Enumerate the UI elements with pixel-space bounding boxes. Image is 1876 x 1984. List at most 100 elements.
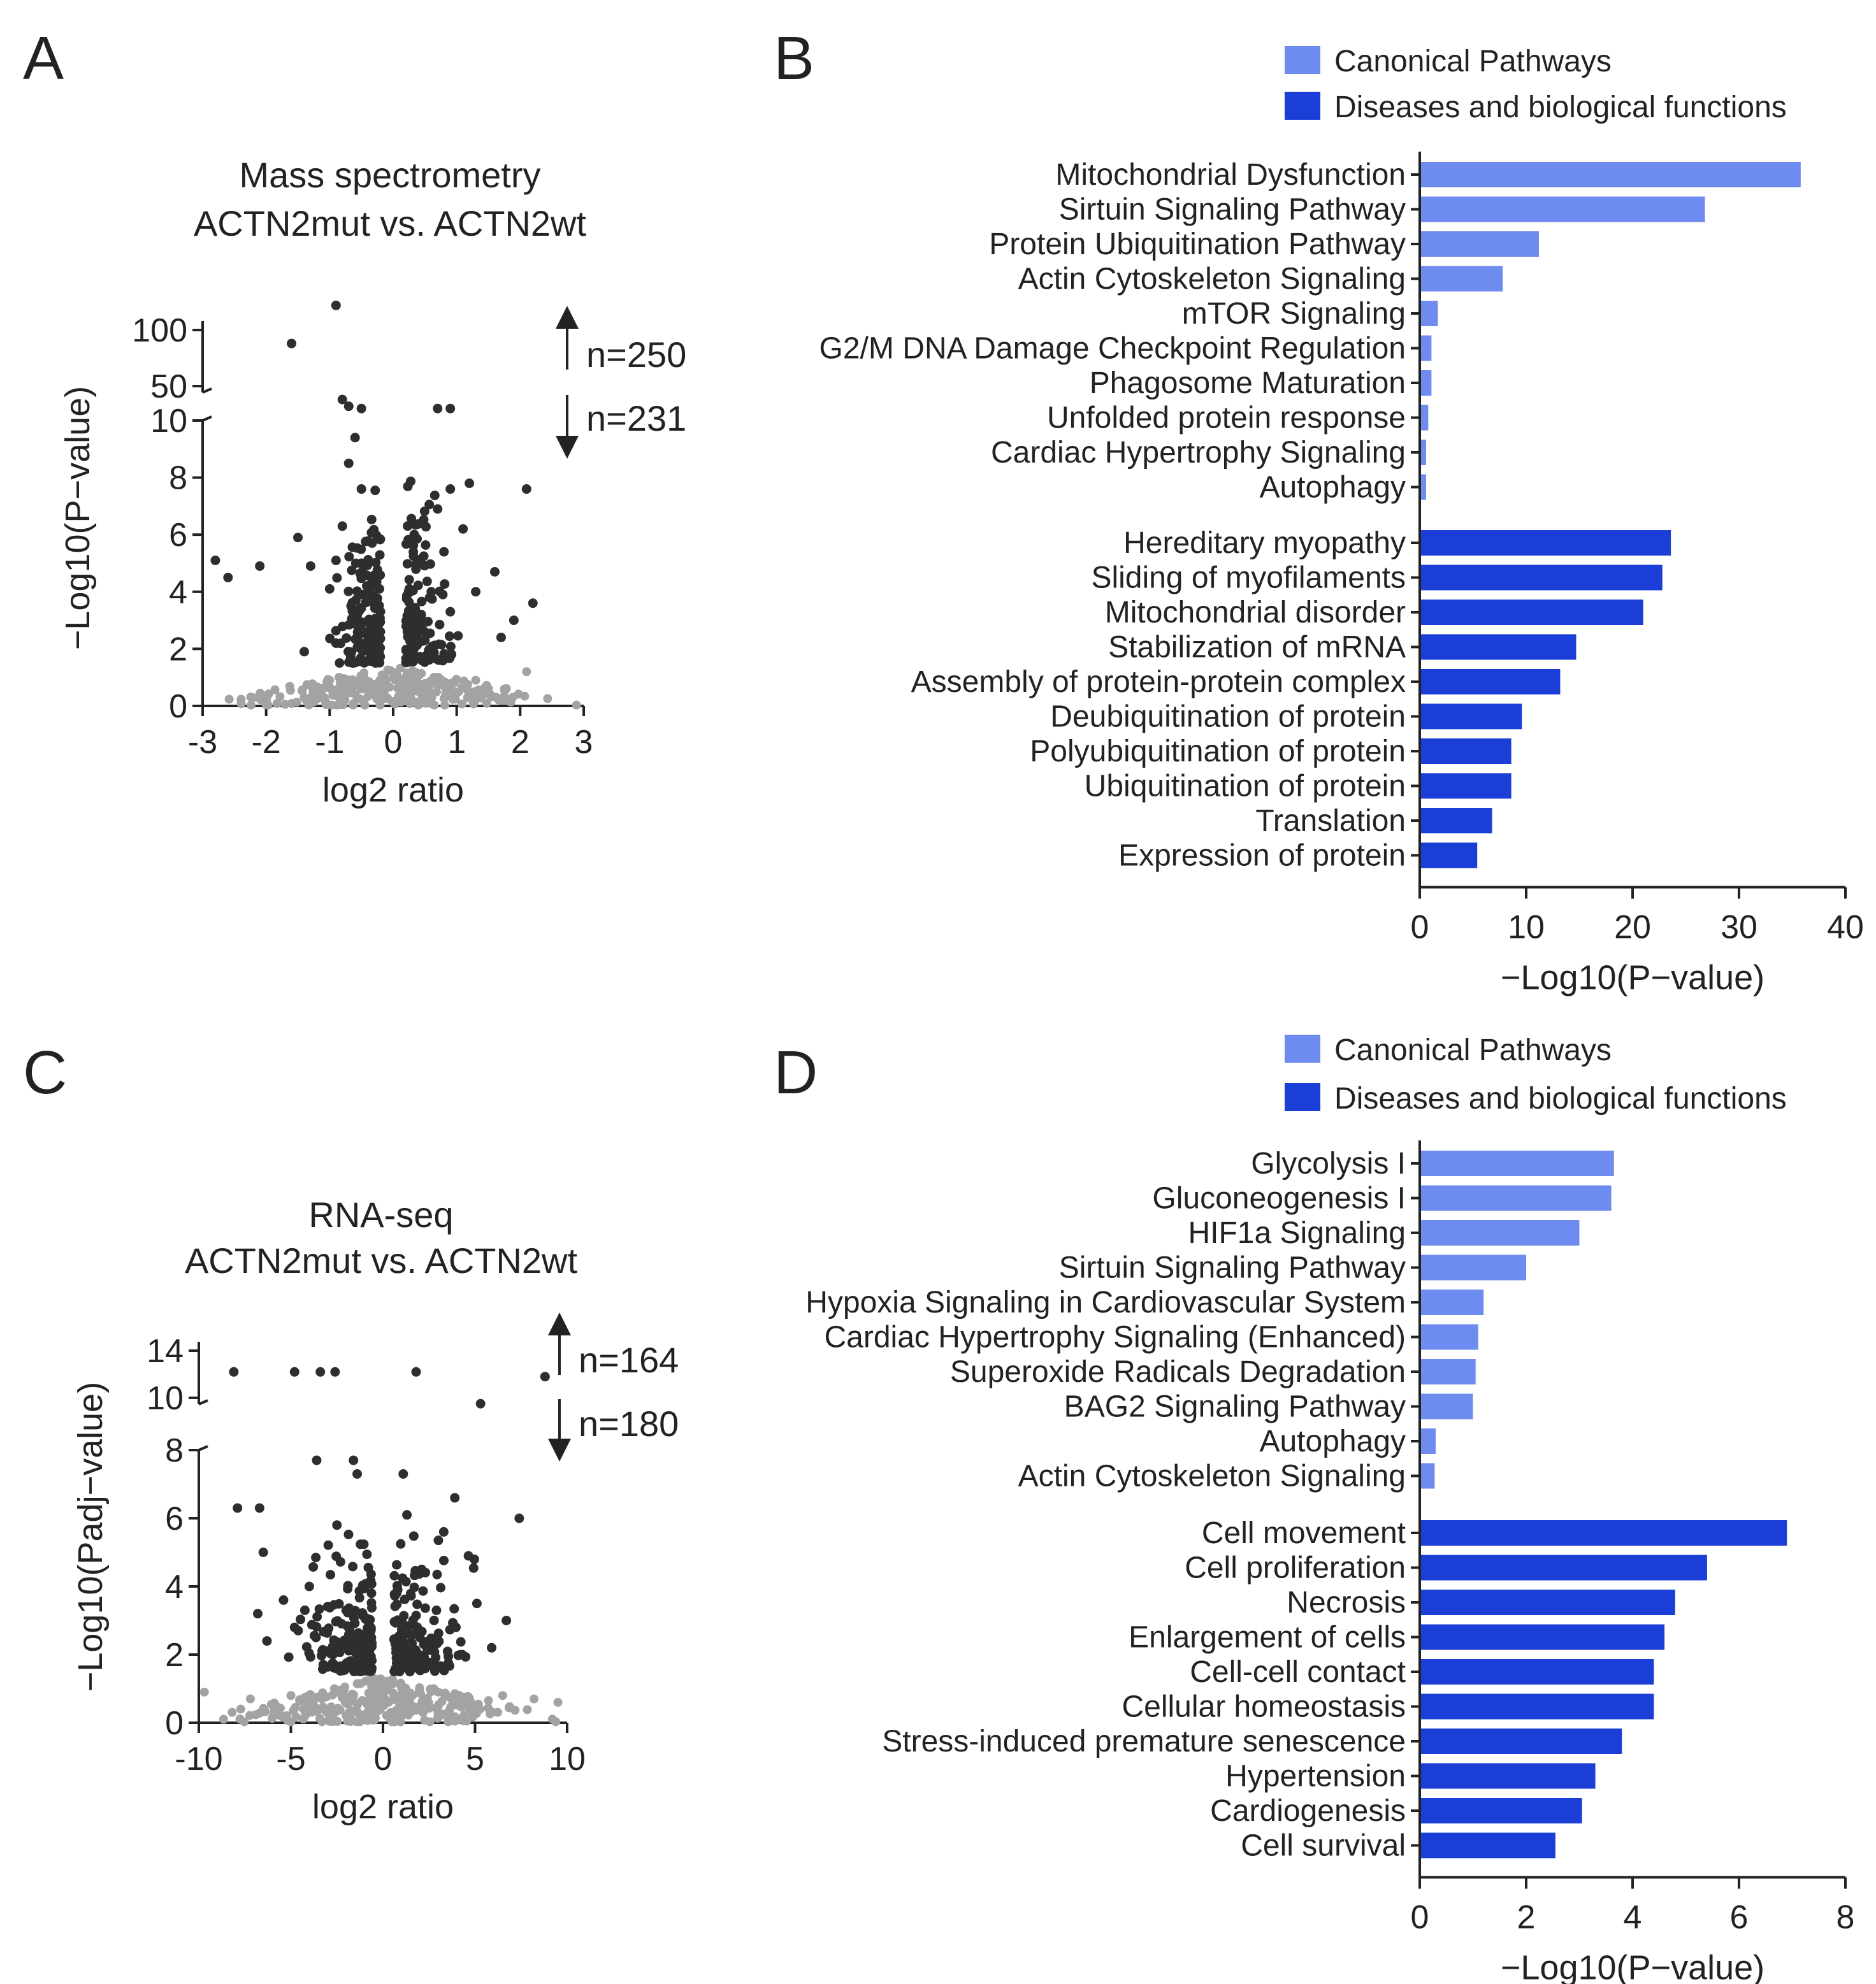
nonsignificant-point: [529, 1694, 538, 1704]
significant-point: [363, 627, 373, 637]
nonsignificant-point: [325, 675, 335, 685]
nonsignificant-point: [295, 1697, 305, 1706]
x-tick-label: 4: [1624, 1899, 1642, 1936]
significant-point: [372, 641, 382, 651]
significant-point: [417, 1564, 427, 1574]
significant-point: [468, 1563, 479, 1573]
x-axis-label: −Log10(P−value): [1501, 1949, 1764, 1984]
y-tick-label: 0: [165, 1705, 184, 1742]
nonsignificant-point: [272, 699, 282, 708]
nonsignificant-point: [409, 1702, 419, 1712]
nonsignificant-point: [352, 1679, 362, 1688]
nonsignificant-point: [235, 1714, 245, 1724]
significant-point: [304, 1648, 314, 1658]
significant-point: [421, 540, 431, 550]
bar: [1420, 842, 1478, 868]
nonsignificant-point: [396, 663, 405, 673]
significant-point: [278, 1595, 289, 1605]
nonsignificant-point: [236, 1704, 245, 1714]
bar: [1420, 266, 1503, 292]
nonsignificant-point: [465, 693, 475, 703]
x-tick-label: 3: [575, 724, 593, 761]
significant-point: [438, 1555, 449, 1565]
bar: [1420, 1151, 1614, 1176]
nonsignificant-point: [302, 1707, 312, 1716]
category-label: Superoxide Radicals Degradation: [950, 1355, 1406, 1389]
significant-point: [361, 1579, 371, 1589]
nonsignificant-point: [286, 1691, 296, 1700]
nonsignificant-point: [484, 684, 493, 694]
y-axis-label: −Log10(P−value): [59, 386, 97, 650]
nonsignificant-point: [224, 694, 234, 704]
significant-point: [304, 1581, 314, 1592]
significant-point: [305, 561, 315, 571]
category-label: Cell survival: [1241, 1829, 1406, 1863]
significant-point: [471, 587, 481, 597]
significant-point: [450, 1493, 460, 1503]
nonsignificant-point: [477, 693, 486, 703]
significant-point: [391, 1658, 401, 1668]
x-tick-label: 1: [447, 724, 466, 761]
significant-point: [449, 1604, 459, 1614]
significant-point: [366, 1598, 377, 1608]
panel-letter-d: D: [774, 1039, 818, 1107]
significant-point: [331, 556, 341, 566]
significant-point: [389, 1571, 400, 1581]
nonsignificant-point: [426, 1687, 436, 1697]
category-label: Enlargement of cells: [1129, 1621, 1406, 1655]
nonsignificant-point: [458, 699, 467, 708]
category-label: Cell-cell contact: [1190, 1655, 1406, 1689]
significant-cloud: [229, 1367, 550, 1677]
nonsignificant-point: [440, 700, 449, 710]
significant-point: [356, 544, 366, 554]
significant-point: [343, 458, 354, 468]
significant-point: [436, 1583, 446, 1593]
significant-point-upper: [287, 338, 297, 349]
significant-point: [509, 615, 519, 626]
nonsignificant-point: [369, 1674, 379, 1683]
significant-point: [289, 1622, 299, 1632]
nonsignificant-point: [493, 1707, 502, 1717]
significant-point: [433, 1628, 444, 1639]
bar: [1420, 1185, 1612, 1211]
nonsignificant-point: [484, 1696, 493, 1706]
significant-point: [352, 642, 363, 652]
nonsignificant-point: [227, 1707, 237, 1717]
bar: [1420, 405, 1429, 431]
bar: [1420, 1590, 1675, 1615]
volcano-plot-rna-seq: RNA-seq ACTN2mut vs. ACTN2wt 0 2 4 6 8 10 14 -1…: [71, 1195, 679, 1826]
nonsignificant-point: [471, 675, 480, 685]
significant-point: [407, 514, 417, 524]
nonsignificant-point: [382, 675, 391, 685]
x-tick-label: 5: [466, 1741, 484, 1778]
significant-point: [424, 500, 435, 510]
significant-point: [402, 611, 412, 621]
panel-letter-b: B: [774, 24, 814, 92]
significant-point: [361, 1664, 372, 1674]
bar: [1420, 1832, 1555, 1858]
nonsignificant-point: [334, 673, 343, 682]
significant-point: [419, 506, 429, 516]
significant-point: [487, 1643, 497, 1653]
nonsignificant-cloud: [199, 1674, 563, 1727]
significant-point: [496, 632, 506, 642]
significant-point: [356, 653, 366, 663]
nonsignificant-point: [522, 667, 531, 677]
significant-point: [341, 1638, 351, 1648]
significant-point: [417, 596, 427, 607]
category-label: Stabilization of mRNA: [1108, 631, 1406, 665]
nonsignificant-point: [482, 698, 491, 708]
y-tick-label: 8: [169, 460, 187, 497]
significant-cloud: [210, 300, 538, 668]
nonsignificant-point: [332, 700, 342, 710]
significant-point: [438, 1527, 449, 1537]
category-label: Deubiquitination of protein: [1050, 700, 1406, 734]
nonsignificant-point: [369, 1685, 379, 1695]
significant-point: [299, 1605, 310, 1615]
nonsignificant-point: [376, 1674, 386, 1684]
nonsignificant-point: [344, 677, 354, 687]
category-label: Cardiac Hypertrophy Signaling (Enhanced): [825, 1321, 1406, 1355]
category-label: Stress-induced premature senescence: [882, 1725, 1406, 1758]
bar: [1420, 370, 1432, 396]
nonsignificant-point: [412, 679, 421, 689]
